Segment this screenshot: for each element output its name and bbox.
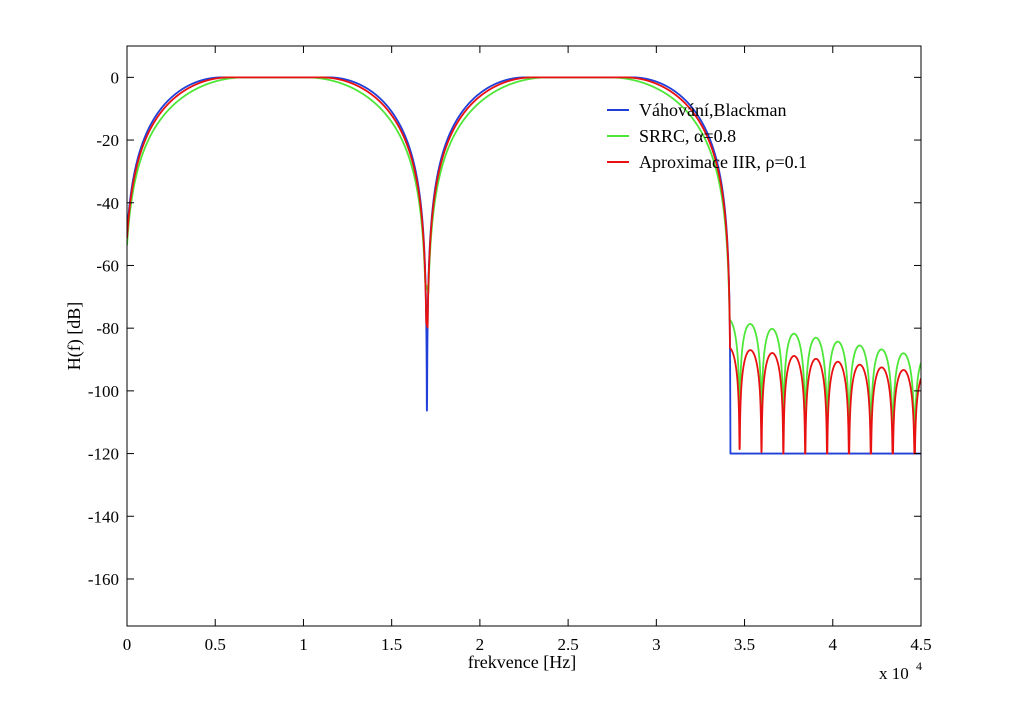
y-tick-label: -100 <box>88 382 119 401</box>
legend-label-3: Aproximace IIR, ρ=0.1 <box>639 152 807 172</box>
y-axis-label: H(f) [dB] <box>64 302 85 370</box>
y-tick-label: -140 <box>88 507 119 526</box>
x-tick-label: 1 <box>299 635 308 654</box>
x-exponent-power: 4 <box>916 659 922 673</box>
legend-label-1: Váhování,Blackman <box>639 100 786 120</box>
x-tick-label: 4.5 <box>910 635 931 654</box>
series-layer <box>127 76 921 455</box>
y-tick-label: -160 <box>88 570 119 589</box>
x-tick-label: 0 <box>123 635 132 654</box>
y-tick-label: -80 <box>96 319 119 338</box>
x-tick-label: 4 <box>829 635 838 654</box>
y-tick-label: -120 <box>88 445 119 464</box>
x-exponent-base: x 10 <box>879 664 909 683</box>
x-axis-label: frekvence [Hz] <box>468 652 576 672</box>
legend: Váhování,Blackman SRRC, α=0.8 Aproximace I… <box>607 100 807 172</box>
ticks-layer: 0 0.5 1 1.5 2 2.5 3 3.5 4 4.5 0 -20 -40 -60 -80 -100 -12… <box>88 46 932 654</box>
x-tick-label: 3.5 <box>734 635 755 654</box>
y-tick-label: 0 <box>111 68 120 87</box>
plot-frame <box>126 45 922 627</box>
x-tick-label: 1.5 <box>381 635 402 654</box>
y-tick-label: -40 <box>96 194 119 213</box>
x-tick-label: 2.5 <box>557 635 578 654</box>
y-tick-label: -20 <box>96 131 119 150</box>
y-tick-label: -60 <box>96 256 119 275</box>
x-tick-label: 2 <box>476 635 485 654</box>
plot-area <box>127 46 921 626</box>
x-tick-label: 0.5 <box>205 635 226 654</box>
x-tick-label: 3 <box>652 635 661 654</box>
legend-label-2: SRRC, α=0.8 <box>639 126 736 146</box>
x-exponent-label: x 10 4 <box>879 659 922 683</box>
series-line-3 <box>127 76 921 455</box>
